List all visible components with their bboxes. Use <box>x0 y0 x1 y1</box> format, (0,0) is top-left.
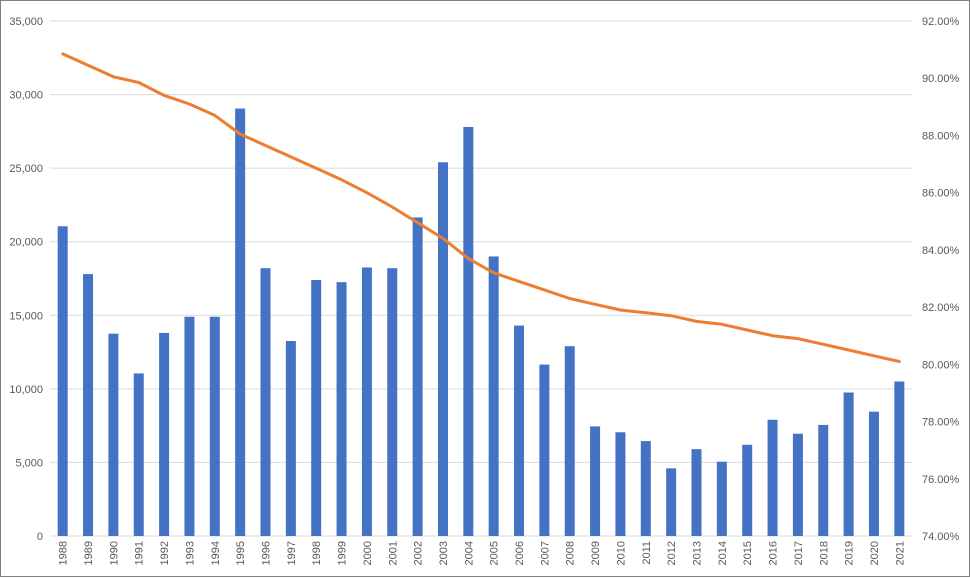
bar <box>437 162 448 536</box>
x-axis-labels: 1988 1989 1990 1991 1992 1993 1994 1995 1996 1997… <box>58 541 907 565</box>
bar <box>564 346 575 536</box>
bar <box>361 267 372 536</box>
left-axis-tick-label: 15,000 <box>9 310 43 322</box>
x-axis-tick-label: 2005 <box>489 541 501 565</box>
bar <box>742 444 753 536</box>
right-axis-tick-label: 84.00% <box>922 245 960 257</box>
bar <box>336 282 347 536</box>
bar <box>285 341 296 536</box>
bar <box>83 274 94 536</box>
x-axis-tick-label: 2012 <box>666 541 678 565</box>
bar <box>412 217 423 536</box>
bar <box>133 373 144 536</box>
bar <box>792 433 803 536</box>
x-axis-tick-label: 1990 <box>108 541 120 565</box>
line-series-path <box>61 52 901 363</box>
x-axis-tick-label: 2006 <box>514 541 526 565</box>
bar <box>235 108 246 537</box>
x-axis-tick-label: 2017 <box>793 541 805 565</box>
gridlines <box>50 20 912 537</box>
right-axis-labels: 74.00% 76.00% 78.00% 80.00% 82.00% 84.00% 86.0… <box>922 16 960 543</box>
x-axis-tick-label: 2014 <box>717 541 729 565</box>
x-axis-tick-label: 1999 <box>337 541 349 565</box>
bar <box>209 316 220 536</box>
bar <box>818 424 829 536</box>
right-axis-tick-label: 86.00% <box>922 188 960 200</box>
x-axis-tick-label: 2009 <box>590 541 602 565</box>
bar <box>691 449 702 536</box>
bar <box>539 364 550 536</box>
x-axis-tick-label: 1998 <box>311 541 323 565</box>
x-axis-tick-label: 2011 <box>641 541 653 565</box>
right-axis-tick-label: 82.00% <box>922 302 960 314</box>
bar <box>894 381 905 536</box>
left-axis-tick-label: 25,000 <box>9 163 43 175</box>
x-axis-tick-label: 2013 <box>692 541 704 565</box>
bar <box>514 325 525 536</box>
x-axis-tick-label: 1988 <box>58 541 70 565</box>
x-axis-tick-label: 2007 <box>539 541 551 565</box>
bar <box>868 411 879 536</box>
left-axis-tick-label: 5,000 <box>15 457 43 469</box>
left-axis-tick-label: 30,000 <box>9 90 43 102</box>
right-axis-tick-label: 76.00% <box>922 474 960 486</box>
x-axis-tick-label: 1992 <box>159 541 171 565</box>
left-axis-tick-label: 35,000 <box>9 16 43 28</box>
x-axis-tick-label: 1993 <box>184 541 196 565</box>
bar <box>640 441 651 536</box>
right-axis-tick-label: 90.00% <box>922 73 960 85</box>
right-axis-tick-label: 80.00% <box>922 359 960 371</box>
right-axis-tick-label: 74.00% <box>922 531 960 543</box>
bar <box>488 256 499 536</box>
bar <box>159 332 170 536</box>
left-axis-tick-label: 20,000 <box>9 237 43 249</box>
x-axis-tick-label: 2004 <box>463 541 475 565</box>
right-axis-tick-label: 78.00% <box>922 417 960 429</box>
bar <box>387 268 398 536</box>
left-axis-tick-label: 10,000 <box>9 384 43 396</box>
bar <box>463 126 474 536</box>
bar <box>767 419 778 536</box>
x-axis-tick-label: 2018 <box>818 541 830 565</box>
x-axis-tick-label: 2000 <box>362 541 374 565</box>
bar <box>311 279 322 536</box>
bar-series <box>57 108 905 537</box>
right-axis-tick-label: 88.00% <box>922 130 960 142</box>
x-axis-tick-label: 2021 <box>894 541 906 565</box>
x-axis-tick-label: 2008 <box>565 541 577 565</box>
bar <box>184 316 195 536</box>
bar <box>590 426 601 536</box>
bar <box>716 461 727 536</box>
bar <box>666 468 677 536</box>
x-axis-tick-label: 2001 <box>387 541 399 565</box>
line-series <box>61 52 901 363</box>
bar <box>843 392 854 536</box>
x-axis-tick-label: 2020 <box>869 541 881 565</box>
x-axis-tick-label: 1994 <box>210 541 222 565</box>
x-axis-tick-label: 2015 <box>742 541 754 565</box>
bar <box>615 432 626 536</box>
x-axis-tick-label: 2010 <box>615 541 627 565</box>
x-axis-tick-label: 2016 <box>768 541 780 565</box>
x-axis-tick-label: 2003 <box>438 541 450 565</box>
bar <box>108 333 119 536</box>
left-axis-tick-label: 0 <box>37 531 43 543</box>
x-axis-tick-label: 1989 <box>83 541 95 565</box>
x-axis-tick-label: 2019 <box>844 541 856 565</box>
right-axis-tick-label: 92.00% <box>922 16 960 28</box>
x-axis-tick-label: 1995 <box>235 541 247 565</box>
left-axis-labels: 0 5,000 10,000 15,000 20,000 25,000 30,000 35,0… <box>9 16 43 543</box>
bar <box>260 268 271 536</box>
x-axis-tick-label: 2002 <box>413 541 425 565</box>
x-axis-tick-label: 1996 <box>261 541 273 565</box>
x-axis-tick-label: 1991 <box>134 541 146 565</box>
bar <box>57 226 68 536</box>
x-axis-tick-label: 1997 <box>286 541 298 565</box>
